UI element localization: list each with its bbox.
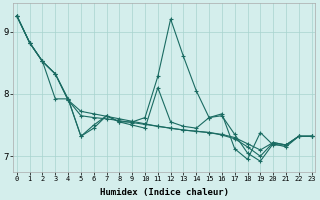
- X-axis label: Humidex (Indice chaleur): Humidex (Indice chaleur): [100, 188, 229, 197]
